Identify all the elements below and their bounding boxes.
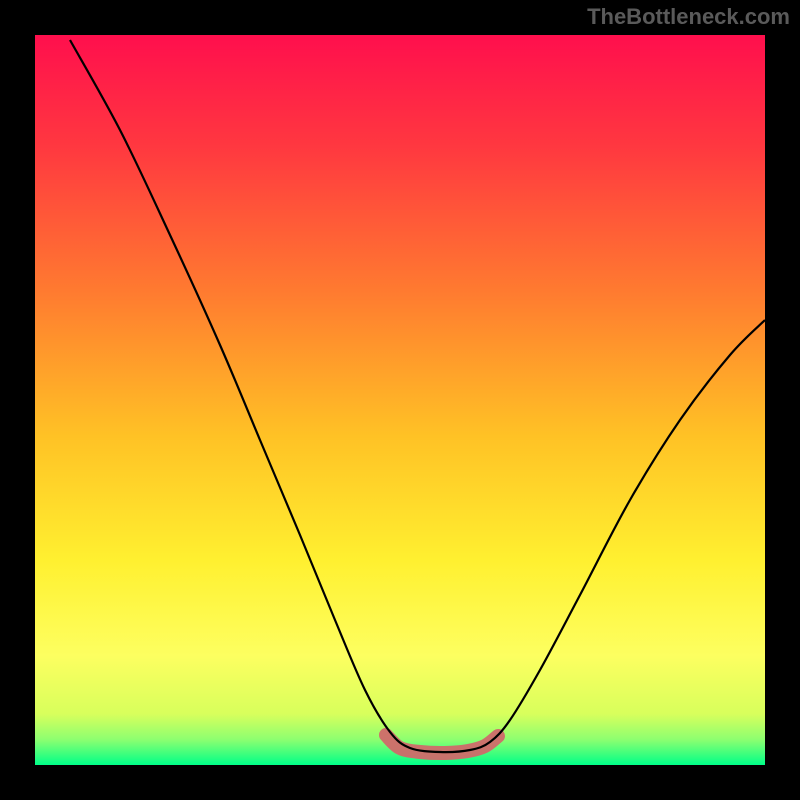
watermark-text: TheBottleneck.com — [587, 4, 790, 30]
chart-container: TheBottleneck.com — [0, 0, 800, 800]
chart-gradient-bg — [35, 35, 765, 765]
bottleneck-chart — [0, 0, 800, 800]
